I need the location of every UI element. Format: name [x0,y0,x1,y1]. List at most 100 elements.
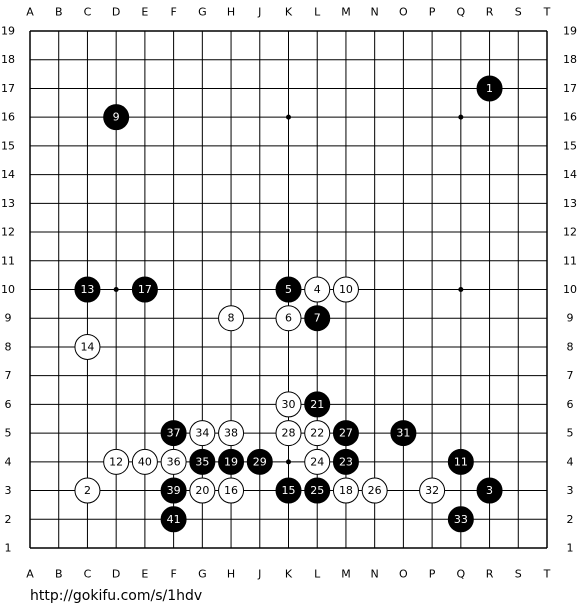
stone [332,420,359,447]
move-number: 18 [339,484,353,497]
star-point [458,114,464,120]
row-label: 3 [567,484,574,497]
star-point [286,459,291,465]
column-label: M [341,568,351,581]
column-label: G [198,568,207,581]
row-label: 14 [563,168,577,181]
row-label: 10 [1,283,15,296]
row-label: 11 [563,254,577,267]
move-number: 32 [425,484,439,497]
row-label: 6 [567,398,574,411]
column-label: Q [456,568,465,581]
stone [275,477,302,504]
stone [218,477,245,504]
stone [189,420,216,447]
move-number: 38 [224,427,238,440]
move-number: 7 [314,312,321,325]
move-number: 9 [113,111,120,124]
stone [218,448,245,475]
row-label: 16 [563,111,577,124]
row-label: 14 [1,168,15,181]
stone [74,477,101,504]
stone [390,420,417,447]
row-label: 6 [5,398,12,411]
row-label: 9 [567,312,574,325]
star-point [458,287,464,292]
stone [275,305,302,332]
column-label: N [371,6,379,19]
row-label: 19 [563,25,577,38]
column-label: Q [456,6,465,19]
move-number: 22 [310,427,324,440]
stone [246,448,273,475]
row-label: 13 [563,197,577,210]
move-number: 35 [195,455,209,468]
column-label: L [314,6,321,19]
column-label: F [170,6,176,19]
row-label: 15 [1,139,15,152]
stone [275,391,302,418]
row-label: 2 [5,513,12,526]
stone [447,448,474,475]
column-label: D [112,6,120,19]
move-number: 20 [195,484,209,497]
row-label: 7 [567,369,574,382]
stone [332,448,359,475]
row-label: 12 [1,226,15,239]
row-label: 7 [5,369,12,382]
row-label: 1 [567,542,574,555]
stone [218,305,245,332]
stone [103,104,130,131]
row-label: 17 [1,82,15,95]
move-number: 30 [282,398,296,411]
stone [74,276,101,303]
move-number: 15 [282,484,296,497]
row-label: 9 [5,312,12,325]
stone [361,477,388,504]
column-label: K [285,568,293,581]
move-number: 31 [396,427,410,440]
column-label: S [515,568,522,581]
stone [131,276,158,303]
column-label: G [198,6,207,19]
column-label: B [55,6,63,19]
stone [189,477,216,504]
row-label: 3 [5,484,12,497]
stone [332,276,359,303]
stone [160,420,187,447]
move-number: 6 [285,312,292,325]
move-number: 41 [167,513,181,526]
move-number: 8 [228,312,235,325]
row-label: 13 [1,197,15,210]
column-label: C [84,568,92,581]
move-number: 27 [339,427,353,440]
move-number: 17 [138,283,152,296]
row-label: 5 [567,427,574,440]
column-label: E [141,568,148,581]
column-label: T [543,6,551,19]
column-label: S [515,6,522,19]
row-label: 4 [567,455,574,468]
row-label: 18 [563,53,577,66]
row-label: 19 [1,25,15,38]
stone [304,420,331,447]
column-label: M [341,6,351,19]
stone [476,477,503,504]
stone [160,477,187,504]
move-number: 12 [109,455,123,468]
stone [304,448,331,475]
move-number: 10 [339,283,353,296]
move-number: 23 [339,455,353,468]
column-label: A [26,6,34,19]
footer-url: http://gokifu.com/s/1hdv [30,588,202,604]
move-number: 13 [80,283,94,296]
move-number: 29 [253,455,267,468]
row-label: 2 [567,513,574,526]
row-label: 8 [567,340,574,353]
column-label: N [371,568,379,581]
column-label: H [227,568,235,581]
move-number: 21 [310,398,324,411]
row-label: 11 [1,254,15,267]
row-label: 4 [5,455,12,468]
move-number: 4 [314,283,321,296]
